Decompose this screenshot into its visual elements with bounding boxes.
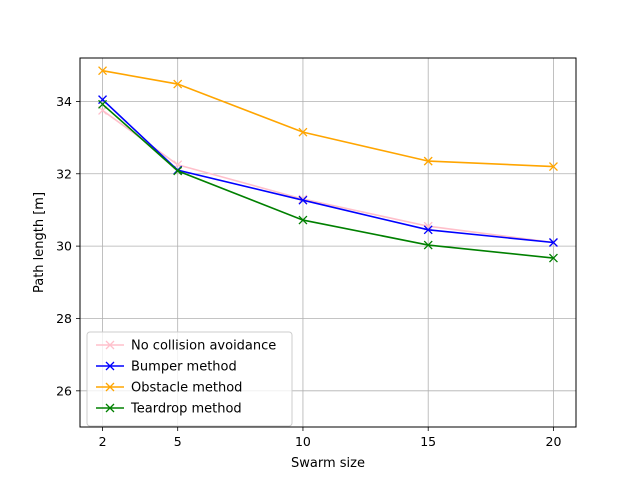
- y-tick-label: 26: [56, 383, 72, 398]
- series-obstacle-method: [98, 66, 558, 171]
- legend-item-bumper-method: Bumper method: [96, 360, 237, 375]
- data-point-obstacle-method: [98, 66, 108, 76]
- data-point-bumper-method: [423, 225, 433, 235]
- legend-marker: [105, 382, 115, 392]
- data-point-bumper-method: [548, 238, 558, 247]
- legend-label: No collision avoidance: [131, 339, 276, 354]
- x-tick-label: 15: [420, 434, 436, 449]
- y-tick-label: 32: [56, 166, 72, 181]
- x-tick-label: 2: [99, 434, 107, 449]
- x-axis-label: Swarm size: [291, 456, 365, 471]
- legend-label: Bumper method: [131, 360, 237, 375]
- series-line-no-collision-avoidance: [102, 109, 554, 244]
- data-point-bumper-method: [298, 195, 308, 205]
- legend-item-no-collision-avoidance: No collision avoidance: [96, 339, 276, 354]
- legend-item-obstacle-method: Obstacle method: [96, 381, 242, 396]
- legend-marker: [105, 361, 115, 371]
- y-axis-label: Path length [m]: [32, 192, 47, 293]
- data-point-teardrop-method: [423, 240, 433, 250]
- y-axis-ticks: 26 28 30 32 34: [56, 94, 80, 398]
- y-tick-label: 28: [56, 311, 72, 326]
- series-teardrop-method: [98, 99, 558, 263]
- plot-area-frame: [79, 57, 577, 428]
- data-point-obstacle-method: [298, 127, 308, 137]
- x-tick-label: 10: [295, 434, 311, 449]
- legend-marker: [105, 403, 115, 413]
- y-tick-label: 34: [56, 94, 72, 109]
- data-point-obstacle-method: [423, 156, 433, 166]
- data-point-teardrop-method: [548, 253, 558, 263]
- x-tick-label: 20: [546, 434, 562, 449]
- data-point-obstacle-method: [548, 162, 558, 171]
- legend: No collision avoidance Bumper method Obsta…: [86, 331, 293, 427]
- x-axis-ticks: 2 5 10 15 20: [99, 427, 562, 449]
- series-layer: [98, 66, 558, 263]
- series-line-bumper-method: [101, 99, 554, 244]
- legend-item-teardrop-method: Teardrop method: [96, 402, 242, 417]
- series-line-obstacle-method: [102, 69, 554, 168]
- data-point-no-collision-avoidance: [298, 194, 308, 204]
- legend-marker: [105, 340, 115, 350]
- x-tick-label: 5: [174, 434, 182, 449]
- legend-box: [86, 331, 293, 427]
- legend-label: Teardrop method: [130, 402, 242, 417]
- data-point-teardrop-method: [298, 215, 308, 225]
- series-bumper-method: [98, 95, 558, 247]
- legend-label: Obstacle method: [131, 381, 242, 396]
- data-point-teardrop-method: [173, 166, 183, 176]
- y-tick-label: 30: [56, 239, 72, 254]
- data-point-obstacle-method: [173, 79, 183, 89]
- data-point-teardrop-method: [98, 99, 108, 109]
